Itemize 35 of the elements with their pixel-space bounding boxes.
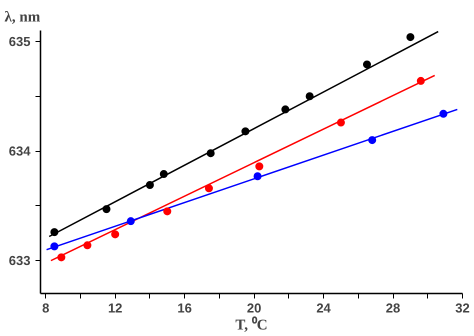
- point: [111, 230, 120, 238]
- point: [102, 205, 110, 214]
- point: [163, 207, 172, 216]
- x-tick-label: 20: [246, 300, 262, 316]
- point: [439, 110, 448, 118]
- point: [255, 162, 264, 170]
- point: [50, 242, 58, 250]
- point: [126, 217, 135, 226]
- point: [306, 92, 314, 100]
- x-tick-label: 28: [386, 300, 400, 316]
- point: [416, 76, 425, 85]
- point: [57, 253, 66, 262]
- x-axis-title: T, ⁰C: [235, 316, 268, 334]
- point: [50, 228, 58, 236]
- point: [204, 184, 213, 192]
- point: [336, 118, 345, 127]
- point: [406, 33, 414, 42]
- point: [254, 172, 262, 180]
- point: [362, 60, 371, 68]
- y-tick-label: 634: [8, 144, 32, 159]
- point: [206, 149, 215, 158]
- x-tick-label: 16: [177, 300, 192, 316]
- x-tick-label: 8: [42, 300, 50, 316]
- point: [368, 136, 376, 144]
- point: [160, 170, 168, 178]
- y-tick-label: 635: [8, 34, 31, 49]
- point: [241, 127, 250, 136]
- point: [83, 241, 92, 250]
- y-tick-label: 633: [8, 253, 31, 268]
- x-tick-label: 32: [455, 300, 470, 316]
- point: [146, 181, 154, 190]
- point: [281, 105, 290, 114]
- x-tick-label: 24: [316, 300, 332, 316]
- y-axis-title: λ, nm: [4, 10, 41, 26]
- x-tick-label: 12: [108, 300, 122, 316]
